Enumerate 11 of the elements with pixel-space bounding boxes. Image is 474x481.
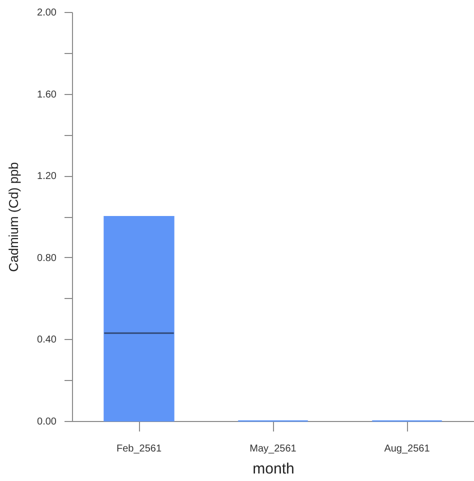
x-tick-label: Aug_2561 [384,444,430,454]
y-tick-label: 0.40 [37,334,57,346]
y-tick-label: 1.20 [37,171,57,182]
y-tick-label: 0.80 [37,252,57,264]
x-axis-title: month [252,460,294,478]
y-axis-title: Cadmium (Cd) ppb [6,162,22,272]
x-tick-label: Feb_2561 [116,444,162,454]
y-tick-label: 2.00 [37,8,57,18]
y-tick-label: 0.00 [37,416,57,428]
x-tick-label: May_2561 [250,444,297,454]
y-tick-label: 1.60 [37,89,57,100]
